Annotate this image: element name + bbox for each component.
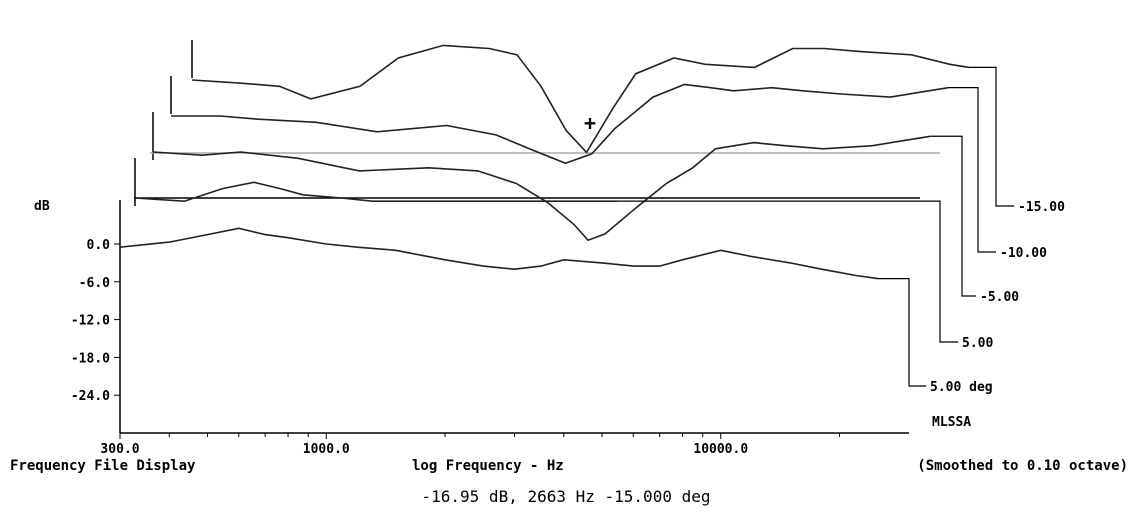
y-axis-label: dB [34, 199, 50, 214]
footer-title: Frequency File Display [10, 458, 196, 474]
y-tick-label: -18.0 [71, 351, 110, 366]
series-leader [969, 66, 1014, 207]
y-tick-label: -12.0 [71, 314, 110, 329]
series-line [171, 83, 949, 165]
cursor-readout: -16.95 dB, 2663 Hz -15.000 deg [422, 487, 711, 506]
series-leader [948, 87, 996, 253]
series-line [119, 227, 878, 280]
chart-axes: 0.0 -6.0 -12.0 -18.0 -24.0 300.0 1000.0 10000.0 [71, 200, 909, 457]
series-lines [119, 44, 970, 280]
x-tick-label: 10000.0 [693, 442, 748, 457]
series-leader [930, 135, 976, 297]
series-frames [134, 40, 940, 206]
series-label: -10.00 [1000, 246, 1047, 261]
series-leader [617, 200, 958, 343]
mlssa-tag: MLSSA [932, 415, 971, 430]
series-labels: 5.00 deg 5.00 -5.00 -10.00 -15.00 [617, 66, 1065, 395]
x-tick-label: 300.0 [100, 442, 139, 457]
series-line [134, 181, 617, 203]
y-tick-label: -24.0 [71, 389, 110, 404]
series-label: 5.00 deg [930, 380, 993, 395]
series-line [152, 135, 931, 242]
x-tick-label: 1000.0 [303, 442, 350, 457]
series-label: -5.00 [980, 290, 1019, 305]
x-axis-label: log Frequency - Hz [412, 458, 564, 474]
series-leader [877, 278, 926, 387]
y-tick-label: 0.0 [87, 238, 111, 253]
series-label: -15.00 [1018, 200, 1065, 215]
smoothing-note: (Smoothed to 0.10 octave) [917, 458, 1128, 474]
series-line [191, 44, 970, 154]
cursor-marker: + [584, 111, 596, 135]
series-label: 5.00 [962, 336, 993, 351]
y-tick-label: -6.0 [79, 276, 110, 291]
